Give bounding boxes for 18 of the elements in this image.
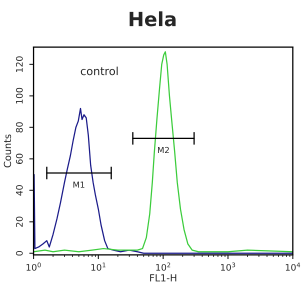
y-tick-label: 60	[16, 154, 23, 164]
x-tick-label: 10$^{4}$	[286, 262, 300, 271]
x-tick-label: 10$^{1}$	[91, 262, 106, 271]
chart-title: Hela	[130, 11, 176, 26]
y-axis-title: Counts	[4, 134, 12, 168]
y-tick-label: 0	[16, 251, 23, 256]
y-tick-label: 100	[16, 88, 23, 104]
annotation: M1	[73, 182, 84, 188]
x-tick-label: 10$^{3}$	[221, 262, 236, 271]
y-tick-label: 40	[16, 185, 23, 196]
annotation: M2	[158, 146, 169, 154]
y-tick-label: 20	[16, 216, 23, 227]
x-tick-label: 10$^{0}$	[26, 262, 41, 271]
annotation: control	[80, 66, 118, 76]
x-axis-title: FL1-H	[150, 274, 176, 282]
x-tick-label: 10$^{2}$	[156, 262, 170, 271]
y-tick-label: 120	[16, 56, 23, 72]
y-tick-label: 80	[16, 122, 23, 132]
